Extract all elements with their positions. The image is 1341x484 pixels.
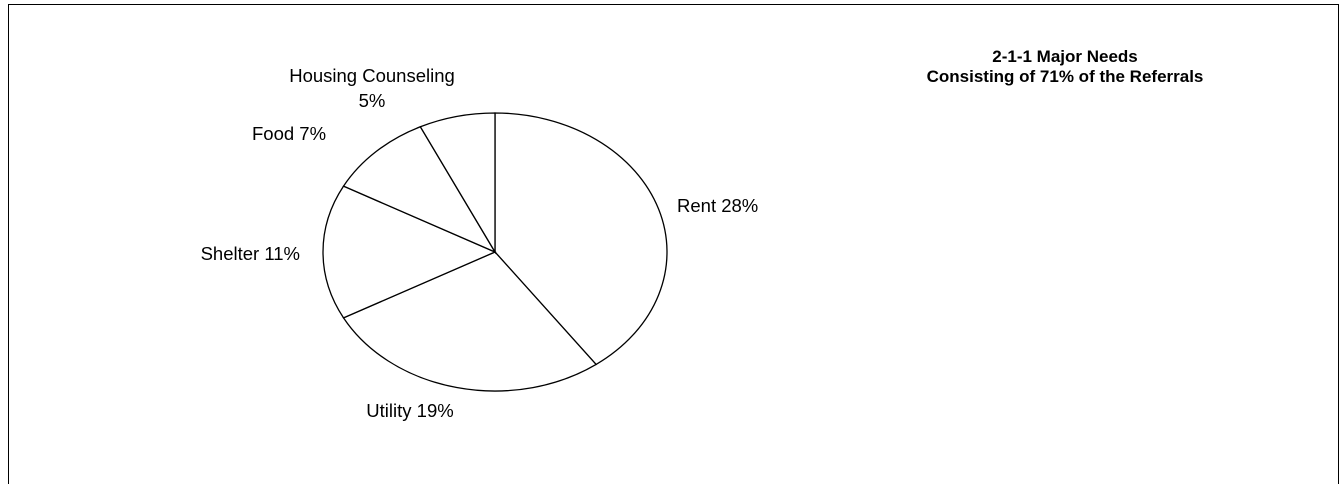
pie-slice-housing-counseling: [419, 112, 496, 255]
pie-label-shelter: Shelter 11%: [201, 243, 300, 264]
chart-frame: [8, 4, 1339, 484]
pie-label-utility: Utility 19%: [366, 400, 453, 421]
pie-label-housing-counseling: Housing Counseling 5%: [289, 65, 455, 111]
pie-slice-rent: [494, 112, 668, 366]
chart-title: 2-1-1 Major Needs Consisting of 71% of t…: [820, 47, 1310, 87]
pie-slice-food: [342, 125, 497, 254]
chart-title-line-1: 2-1-1 Major Needs: [992, 47, 1138, 66]
pie-label-rent: Rent 28%: [677, 195, 758, 216]
pie-slice-utility: [342, 251, 598, 392]
chart-title-line-2: Consisting of 71% of the Referrals: [926, 67, 1204, 86]
pie-label-food: Food 7%: [252, 123, 326, 144]
pie-slice-shelter: [322, 185, 497, 319]
